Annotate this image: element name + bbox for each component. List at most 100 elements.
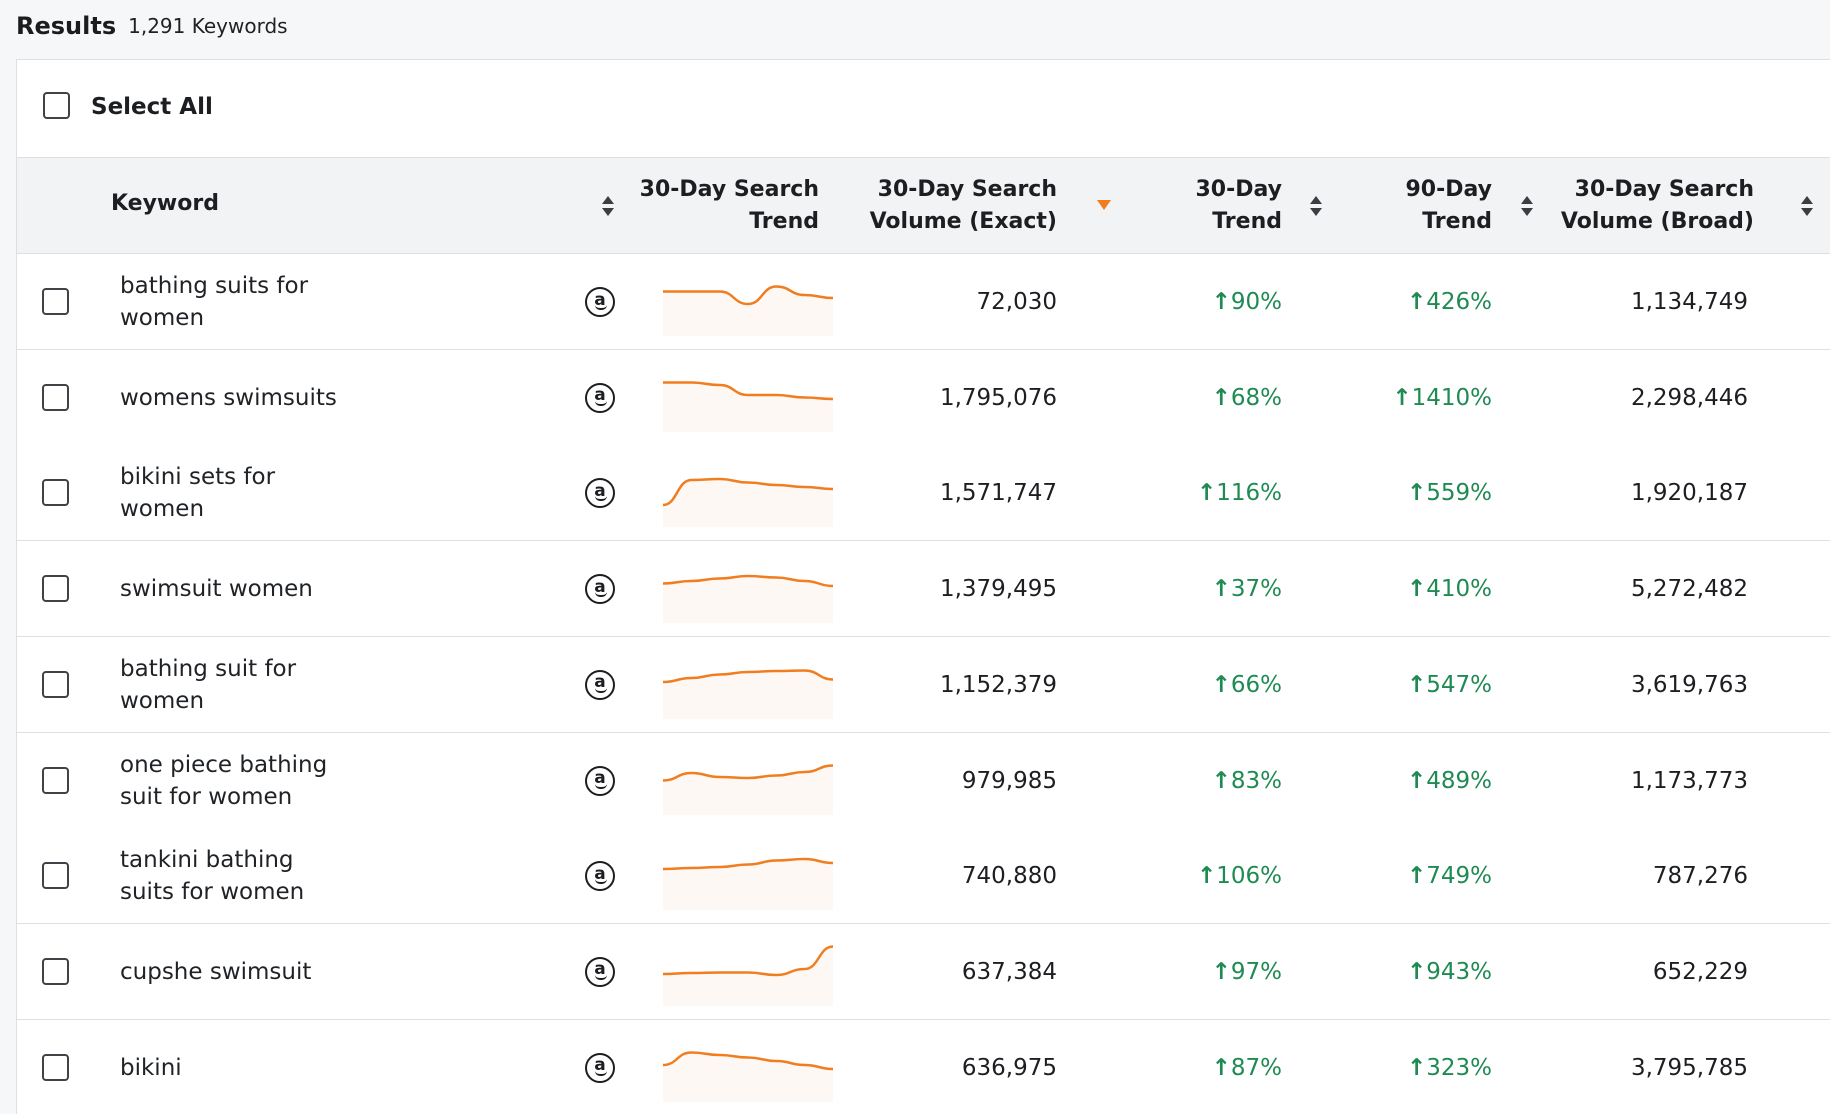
keyword-cell[interactable]: womens swimsuits <box>120 350 380 446</box>
keyword-text: cupshe swimsuit <box>120 958 312 985</box>
table-row[interactable]: swimsuit women a 1,379,495 ↑37% ↑410% 5,272,4… <box>17 541 1830 638</box>
trend-90-value: ↑1410% <box>1392 350 1492 446</box>
amazon-icon[interactable]: a <box>585 574 615 605</box>
column-header-trend-90[interactable]: 90-Day Trend <box>1405 174 1492 238</box>
arrow-up-icon: ↑ <box>1392 384 1412 411</box>
table-row[interactable]: womens swimsuits a 1,795,076 ↑68% ↑1410% 2,29… <box>17 349 1830 446</box>
keyword-text: bathing suits for <box>120 273 309 299</box>
amazon-icon[interactable]: a <box>585 478 615 509</box>
row-checkbox[interactable] <box>42 575 69 603</box>
column-header-trend-30[interactable]: 30-Day Trend <box>1195 174 1282 238</box>
sparkline-line <box>662 669 834 684</box>
row-checkbox[interactable] <box>42 670 69 698</box>
search-trend-sparkline <box>662 574 834 624</box>
arrow-up-icon: ↑ <box>1211 958 1231 985</box>
trend-90-value: ↑547% <box>1407 637 1492 733</box>
volume-broad-value: 1,920,187 <box>1630 480 1748 507</box>
search-trend-sparkline <box>663 380 834 432</box>
amazon-icon[interactable]: a <box>585 765 615 796</box>
sparkline-area <box>663 765 833 815</box>
arrow-up-icon: ↑ <box>1406 863 1427 890</box>
trend-90-value: ↑323% <box>1407 1020 1492 1114</box>
volume-broad-value: 1,173,773 <box>1630 767 1748 794</box>
trend-90-value: ↑559% <box>1407 445 1492 541</box>
row-checkbox[interactable] <box>42 1053 69 1081</box>
arrow-up-icon: ↑ <box>1406 671 1427 698</box>
amazon-icon[interactable]: a <box>585 1052 615 1083</box>
table-header: Keyword 30-Day Search Trend 30-Day Searc… <box>17 158 1830 254</box>
select-all-checkbox[interactable] <box>43 92 70 119</box>
search-trend-sparkline <box>662 945 834 1006</box>
row-checkbox[interactable] <box>42 383 69 411</box>
sparkline-area <box>663 576 833 624</box>
keyword-text: bathing suit for <box>120 655 297 682</box>
keyword-text: suits for women <box>120 879 305 906</box>
select-all-label[interactable]: Select All <box>91 94 213 120</box>
keyword-cell[interactable]: one piece bathing suit for women <box>120 733 380 829</box>
search-trend-sparkline <box>662 1050 834 1102</box>
amazon-icon[interactable]: a <box>585 956 615 987</box>
column-header-label: Trend <box>749 209 819 234</box>
column-header-label: Keyword <box>111 191 219 216</box>
column-header-label: 30-Day Search <box>1574 177 1754 202</box>
amazon-icon[interactable]: a <box>585 669 615 700</box>
sparkline-line <box>662 945 834 977</box>
arrow-up-icon: ↑ <box>1211 767 1231 794</box>
trend-percent: 489% <box>1426 767 1492 794</box>
row-checkbox[interactable] <box>42 862 69 890</box>
sort-trend-30-icon[interactable] <box>1309 194 1323 218</box>
table-row[interactable]: bikini a 636,975 ↑87% ↑323% 3,795,785 <box>17 1019 1830 1114</box>
row-checkbox[interactable] <box>42 479 69 507</box>
sort-keyword-icon[interactable] <box>601 194 615 218</box>
table-row[interactable]: bathing suits for women a 72,030 ↑90% ↑426% 1,… <box>17 254 1830 350</box>
volume-broad-value: 1,134,749 <box>1630 289 1748 315</box>
trend-30-value: ↑97% <box>1212 924 1282 1020</box>
sparkline-line <box>663 285 834 306</box>
trend-percent: 37% <box>1230 576 1282 603</box>
keyword-text: women <box>120 687 205 714</box>
volume-exact-value: 1,795,076 <box>939 384 1057 411</box>
arrow-up-icon: ↑ <box>1406 480 1427 507</box>
keyword-cell[interactable]: bikini sets for women <box>120 445 380 541</box>
keyword-text: women <box>120 496 205 523</box>
arrow-up-icon: ↑ <box>1406 289 1427 315</box>
table-row[interactable]: one piece bathing suit for women a 979,985 ↑… <box>17 732 1830 829</box>
sort-volume-broad-icon[interactable] <box>1800 194 1814 218</box>
row-checkbox[interactable] <box>42 766 69 794</box>
sparkline-line <box>662 574 834 588</box>
trend-percent: 87% <box>1230 1054 1282 1081</box>
trend-90-value: ↑749% <box>1407 828 1492 924</box>
keyword-cell[interactable]: tankini bathing suits for women <box>120 828 380 924</box>
column-header-keyword[interactable]: Keyword <box>111 188 219 220</box>
sort-trend-90-icon[interactable] <box>1520 194 1534 218</box>
keyword-cell[interactable]: bikini <box>120 1020 380 1114</box>
column-header-volume-exact[interactable]: 30-Day Search Volume (Exact) <box>870 174 1057 238</box>
column-header-search-trend[interactable]: 30-Day Search Trend <box>640 174 819 238</box>
table-row[interactable]: bikini sets for women a 1,571,747 ↑116% ↑559%… <box>17 445 1830 542</box>
trend-percent: 943% <box>1426 958 1492 985</box>
keyword-text: tankini bathing <box>120 847 294 874</box>
volume-exact-value: 1,379,495 <box>939 576 1057 603</box>
amazon-icon[interactable]: a <box>585 382 615 413</box>
volume-broad-value: 5,272,482 <box>1630 576 1748 603</box>
trend-30-value: ↑90% <box>1212 254 1282 350</box>
row-checkbox[interactable] <box>42 957 69 985</box>
trend-percent: 68% <box>1230 384 1282 411</box>
column-header-volume-broad[interactable]: 30-Day Search Volume (Broad) <box>1561 174 1754 238</box>
keyword-cell[interactable]: cupshe swimsuit <box>120 924 380 1020</box>
trend-percent: 426% <box>1426 289 1492 315</box>
keyword-cell[interactable]: swimsuit women <box>120 541 380 637</box>
row-checkbox[interactable] <box>42 288 69 315</box>
sort-desc-icon[interactable] <box>1097 200 1111 210</box>
sparkline-area <box>663 286 833 336</box>
trend-percent: 90% <box>1230 289 1282 315</box>
amazon-icon[interactable]: a <box>585 287 615 317</box>
sparkline-area <box>663 382 833 432</box>
table-row[interactable]: bathing suit for women a 1,152,379 ↑66% ↑547%… <box>17 636 1830 733</box>
keyword-cell[interactable]: bathing suit for women <box>120 637 380 733</box>
table-row[interactable]: tankini bathing suits for women a 740,880 ↑1… <box>17 828 1830 925</box>
table-row[interactable]: cupshe swimsuit a 637,384 ↑97% ↑943% 652,229 <box>17 923 1830 1020</box>
volume-exact-value: 72,030 <box>976 289 1057 315</box>
amazon-icon[interactable]: a <box>585 861 615 892</box>
keyword-cell[interactable]: bathing suits for women <box>120 254 380 350</box>
